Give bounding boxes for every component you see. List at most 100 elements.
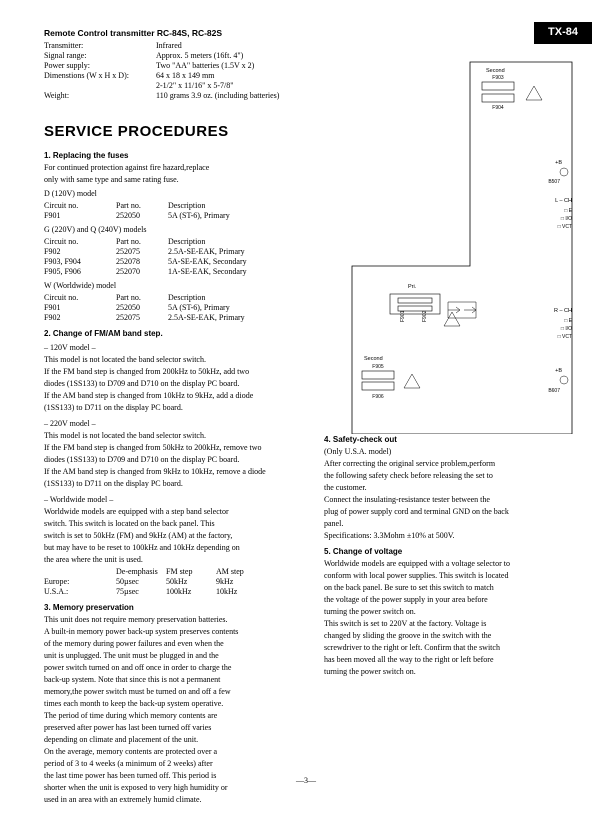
body-text: (1SS133) to D711 on the display PC board…	[44, 479, 306, 489]
subhead-5: 5. Change of voltage	[324, 547, 542, 557]
td: 2.5A-SE-EAK, Primary	[168, 247, 306, 257]
fig-label: B507	[548, 179, 560, 185]
fig-label: □ VCT	[558, 224, 572, 230]
td: 5A-SE-EAK, Secondary	[168, 257, 306, 267]
body-text: has been moved all the way to the right …	[324, 655, 542, 665]
fig-label: F903	[492, 75, 504, 81]
td: F905, F906	[44, 267, 116, 277]
th: Part no.	[116, 237, 168, 247]
body-text: Connect the insulating-resistance tester…	[324, 495, 542, 505]
body-text: only with same type and same rating fuse…	[44, 175, 306, 185]
remote-title: Remote Control transmitter RC-84S, RC-82…	[44, 28, 576, 39]
body-text: After correcting the original service pr…	[324, 459, 542, 469]
body-text: back-up system. Note that since this is …	[44, 675, 306, 685]
body-text: period of 3 to 4 weeks (a minimum of 2 w…	[44, 759, 306, 769]
arrow-icon	[448, 307, 460, 313]
spec-value: Infrared	[156, 41, 182, 51]
fig-label: F901	[400, 310, 406, 322]
page-number: —3—	[0, 776, 612, 786]
fig-label: □ VCT	[558, 334, 572, 340]
fig-label: F906	[372, 394, 384, 400]
model-tag: TX-84	[534, 22, 592, 44]
body-text: This model is not located the band selec…	[44, 355, 306, 365]
fig-label: B607	[548, 388, 560, 394]
th: Circuit no.	[44, 293, 116, 303]
spec-label: Weight:	[44, 91, 156, 101]
th: Part no.	[116, 201, 168, 211]
spec-value: Approx. 5 meters (16ft. 4")	[156, 51, 243, 61]
td: 100kHz	[166, 587, 216, 597]
body-text: changed by sliding the groove in the swi…	[324, 631, 542, 641]
th: Description	[168, 293, 306, 303]
td: 252075	[116, 247, 168, 257]
caution-icon	[526, 86, 542, 100]
body-text: W (Worldwide) model	[44, 281, 306, 291]
body-text: The period of time during which memory c…	[44, 711, 306, 721]
body-text: unit is unplugged. The unit must be plug…	[44, 651, 306, 661]
body-text: diodes (1SS133) to D709 and D710 on the …	[44, 379, 306, 389]
th: Part no.	[116, 293, 168, 303]
body-text: This model is not located the band selec…	[44, 431, 306, 441]
body-text: on the back panel. Be sure to set this s…	[324, 583, 542, 593]
td: Europe:	[44, 577, 116, 587]
td: U.S.A.:	[44, 587, 116, 597]
body-text: A built-in memory power back-up system p…	[44, 627, 306, 637]
body-text: screwdriver to the right or left. Confir…	[324, 643, 542, 653]
subhead-2: 2. Change of FM/AM band step.	[44, 329, 306, 339]
subhead-3: 3. Memory preservation	[44, 603, 306, 613]
body-text: the area where the unit is used.	[44, 555, 306, 565]
subhead-4: 4. Safety-check out	[324, 435, 542, 445]
body-text: switch is set to 50kHz (FM) and 9kHz (AM…	[44, 531, 306, 541]
body-text: For continued protection against fire ha…	[44, 163, 306, 173]
body-text: power switch turned on and off once in o…	[44, 663, 306, 673]
fuse-table: Circuit no.Part no.Description F90225207…	[44, 237, 306, 277]
th: AM step	[216, 567, 254, 577]
td: 5A (ST-6), Primary	[168, 303, 306, 313]
td: 252050	[116, 303, 168, 313]
spec-label: Dimenstions (W x H x D):	[44, 71, 156, 81]
body-text: This switch is set to 220V at the factor…	[324, 619, 542, 629]
body-text: On the average, memory contents are prot…	[44, 747, 306, 757]
body-text: (Only U.S.A. model)	[324, 447, 542, 457]
spec-value: 110 grams 3.9 oz. (including batteries)	[156, 91, 279, 101]
td: 252078	[116, 257, 168, 267]
spec-label	[44, 81, 156, 91]
arrow-icon	[464, 307, 476, 313]
td: 252075	[116, 313, 168, 323]
body-text: times each month to keep the back-up sys…	[44, 699, 306, 709]
td: F902	[44, 247, 116, 257]
fuse-table: Circuit no.Part no.Description F90125205…	[44, 201, 306, 221]
spec-value: 64 x 18 x 149 mm	[156, 71, 214, 81]
td: 50kHz	[166, 577, 216, 587]
td: 2.5A-SE-EAK, Primary	[168, 313, 306, 323]
th: De-emphasis	[116, 567, 166, 577]
spec-value: 2-1/2" x 11/16" x 5-7/8"	[156, 81, 234, 91]
body-text: of the memory during power failures and …	[44, 639, 306, 649]
th: Description	[168, 237, 306, 247]
th	[44, 567, 116, 577]
body-text: – Worldwide model –	[44, 495, 306, 505]
td: 1A-SE-EAK, Secondary	[168, 267, 306, 277]
subhead-1: 1. Replacing the fuses	[44, 151, 306, 161]
spec-label: Transmitter:	[44, 41, 156, 51]
body-text: panel.	[324, 519, 542, 529]
td: 252050	[116, 211, 168, 221]
body-text: the voltage of the power supply in your …	[324, 595, 542, 605]
body-text: D (120V) model	[44, 189, 306, 199]
td: 5A (ST-6), Primary	[168, 211, 306, 221]
th: FM step	[166, 567, 216, 577]
fig-label: F904	[492, 105, 504, 111]
body-text: depending on climate and placement of th…	[44, 735, 306, 745]
body-text: used in an area with an extremely humid …	[44, 795, 306, 805]
spec-label: Power supply:	[44, 61, 156, 71]
body-text: turning the power switch on.	[324, 667, 542, 677]
fig-label: Second	[486, 68, 505, 74]
body-text: If the FM band step is changed from 50kH…	[44, 443, 306, 453]
spec-label: Signal range:	[44, 51, 156, 61]
body-text: turning the power switch on.	[324, 607, 542, 617]
body-text: G (220V) and Q (240V) models	[44, 225, 306, 235]
td: 9kHz	[216, 577, 254, 587]
fig-label: Pri.	[408, 284, 417, 290]
body-text: This unit does not require memory preser…	[44, 615, 306, 625]
fig-label: □ I/O	[561, 326, 572, 332]
